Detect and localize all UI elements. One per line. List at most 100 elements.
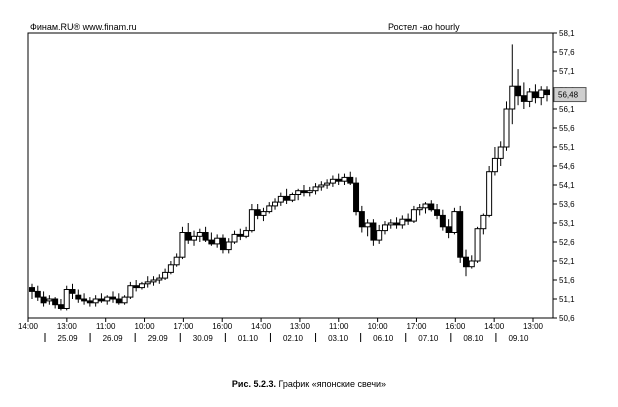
y-tick-label: 52,6 bbox=[559, 238, 575, 247]
candle-body-down bbox=[544, 89, 550, 96]
y-tick-label: 51,6 bbox=[559, 276, 575, 285]
x-date-label: 08.10 bbox=[463, 334, 484, 343]
x-time-label: 17:00 bbox=[173, 322, 194, 331]
candle-body-up bbox=[196, 232, 203, 237]
candle-body-up bbox=[121, 296, 128, 304]
candle-body-up bbox=[318, 184, 325, 188]
candle-body-up bbox=[104, 296, 111, 302]
y-tick-label: 54,1 bbox=[559, 181, 575, 190]
candle-body-up bbox=[324, 182, 331, 186]
candle-body-down bbox=[69, 289, 76, 294]
x-time-label: 17:00 bbox=[406, 322, 427, 331]
x-time-label: 14:00 bbox=[484, 322, 505, 331]
candle-body-down bbox=[254, 209, 261, 216]
candle-body-down bbox=[283, 195, 290, 201]
y-tick-label: 57,6 bbox=[559, 48, 575, 57]
candle-body-down bbox=[57, 304, 64, 310]
candle-body-down bbox=[34, 290, 41, 298]
candle-body-up bbox=[179, 232, 186, 258]
candle-body-up bbox=[509, 85, 516, 110]
candle-body-down bbox=[445, 226, 452, 234]
candle-body-up bbox=[491, 157, 498, 173]
candle-body-down bbox=[353, 182, 360, 213]
candle-body-up bbox=[526, 91, 533, 102]
candle-body-down bbox=[115, 298, 122, 304]
candle-body-up bbox=[329, 178, 336, 184]
y-tick-label: 53,1 bbox=[559, 219, 575, 228]
candle-body-down bbox=[405, 218, 412, 222]
candle-body-down bbox=[208, 239, 215, 245]
candle-body-up bbox=[162, 271, 169, 279]
candle-body-up bbox=[381, 224, 388, 232]
y-tick-label: 56,1 bbox=[559, 105, 575, 114]
candle-body-down bbox=[40, 296, 47, 304]
candle-body-up bbox=[266, 205, 273, 213]
x-date-label: 02.10 bbox=[283, 334, 304, 343]
candle-body-up bbox=[376, 230, 383, 241]
candle-body-up bbox=[451, 211, 458, 234]
candle-body-up bbox=[167, 264, 174, 273]
candle-body-up bbox=[260, 211, 267, 216]
candle-body-down bbox=[457, 211, 464, 258]
candle-body-down bbox=[29, 287, 35, 292]
candle-body-up bbox=[127, 285, 134, 298]
x-date-label: 03.10 bbox=[328, 334, 349, 343]
candle-body-up bbox=[497, 146, 504, 159]
x-time-label: 13:00 bbox=[523, 322, 544, 331]
x-time-label: 10:00 bbox=[135, 322, 156, 331]
candle-body-up bbox=[306, 190, 313, 194]
last-price-marker bbox=[553, 87, 587, 103]
y-tick-label: 54,6 bbox=[559, 162, 575, 171]
candle-body-up bbox=[277, 195, 284, 203]
candle-body-up bbox=[248, 209, 255, 232]
candle-body-up bbox=[46, 298, 53, 302]
candle-body-down bbox=[98, 298, 105, 302]
candle-body-down bbox=[515, 85, 522, 97]
y-tick-label: 58,1 bbox=[559, 29, 575, 38]
candle-body-up bbox=[289, 194, 296, 201]
candle-body-down bbox=[133, 285, 140, 289]
y-tick-label: 55,1 bbox=[559, 143, 575, 152]
candle-body-down bbox=[300, 190, 307, 194]
caption-text: График «японские свечи» bbox=[278, 379, 387, 389]
candle-body-down bbox=[75, 294, 82, 300]
x-date-label: 06.10 bbox=[373, 334, 394, 343]
candle-body-down bbox=[439, 214, 446, 228]
candle-body-down bbox=[86, 300, 93, 304]
candle-body-up bbox=[312, 186, 319, 192]
candle-body-up bbox=[468, 260, 475, 268]
x-date-label: 09.10 bbox=[508, 334, 529, 343]
candle-body-up bbox=[480, 214, 487, 230]
caption-number: Рис. 5.2.3. bbox=[231, 379, 276, 389]
x-date-label: 01.10 bbox=[238, 334, 259, 343]
candle-body-down bbox=[81, 298, 88, 302]
candle-body-up bbox=[422, 203, 429, 209]
y-tick-label: 55,6 bbox=[559, 124, 575, 133]
last-price-label: 56,48 bbox=[558, 91, 579, 100]
candle-body-up bbox=[243, 230, 250, 237]
candle-body-up bbox=[399, 218, 406, 226]
y-tick-label: 52,1 bbox=[559, 257, 575, 266]
x-time-label: 14:00 bbox=[251, 322, 272, 331]
candle-body-up bbox=[341, 176, 348, 182]
candle-body-down bbox=[358, 211, 365, 228]
candle-body-down bbox=[335, 178, 342, 182]
candle-body-down bbox=[462, 256, 469, 268]
x-time-label: 10:00 bbox=[368, 322, 389, 331]
y-tick-label: 57,1 bbox=[559, 67, 575, 76]
candle-body-up bbox=[214, 237, 221, 245]
y-tick-label: 53,6 bbox=[559, 200, 575, 209]
candle-body-up bbox=[144, 281, 151, 285]
candle-body-up bbox=[416, 207, 423, 211]
candle-body-up bbox=[231, 233, 238, 243]
chart-title: Ростел -ао hourly bbox=[388, 22, 460, 32]
candle-body-up bbox=[92, 298, 99, 304]
candle-body-down bbox=[370, 222, 377, 241]
candle-body-up bbox=[474, 228, 481, 262]
y-tick-label: 51,1 bbox=[559, 295, 575, 304]
x-date-label: 26.09 bbox=[103, 334, 124, 343]
candle-body-up bbox=[173, 256, 180, 266]
candle-body-down bbox=[219, 237, 226, 251]
candle-body-up bbox=[538, 89, 545, 99]
